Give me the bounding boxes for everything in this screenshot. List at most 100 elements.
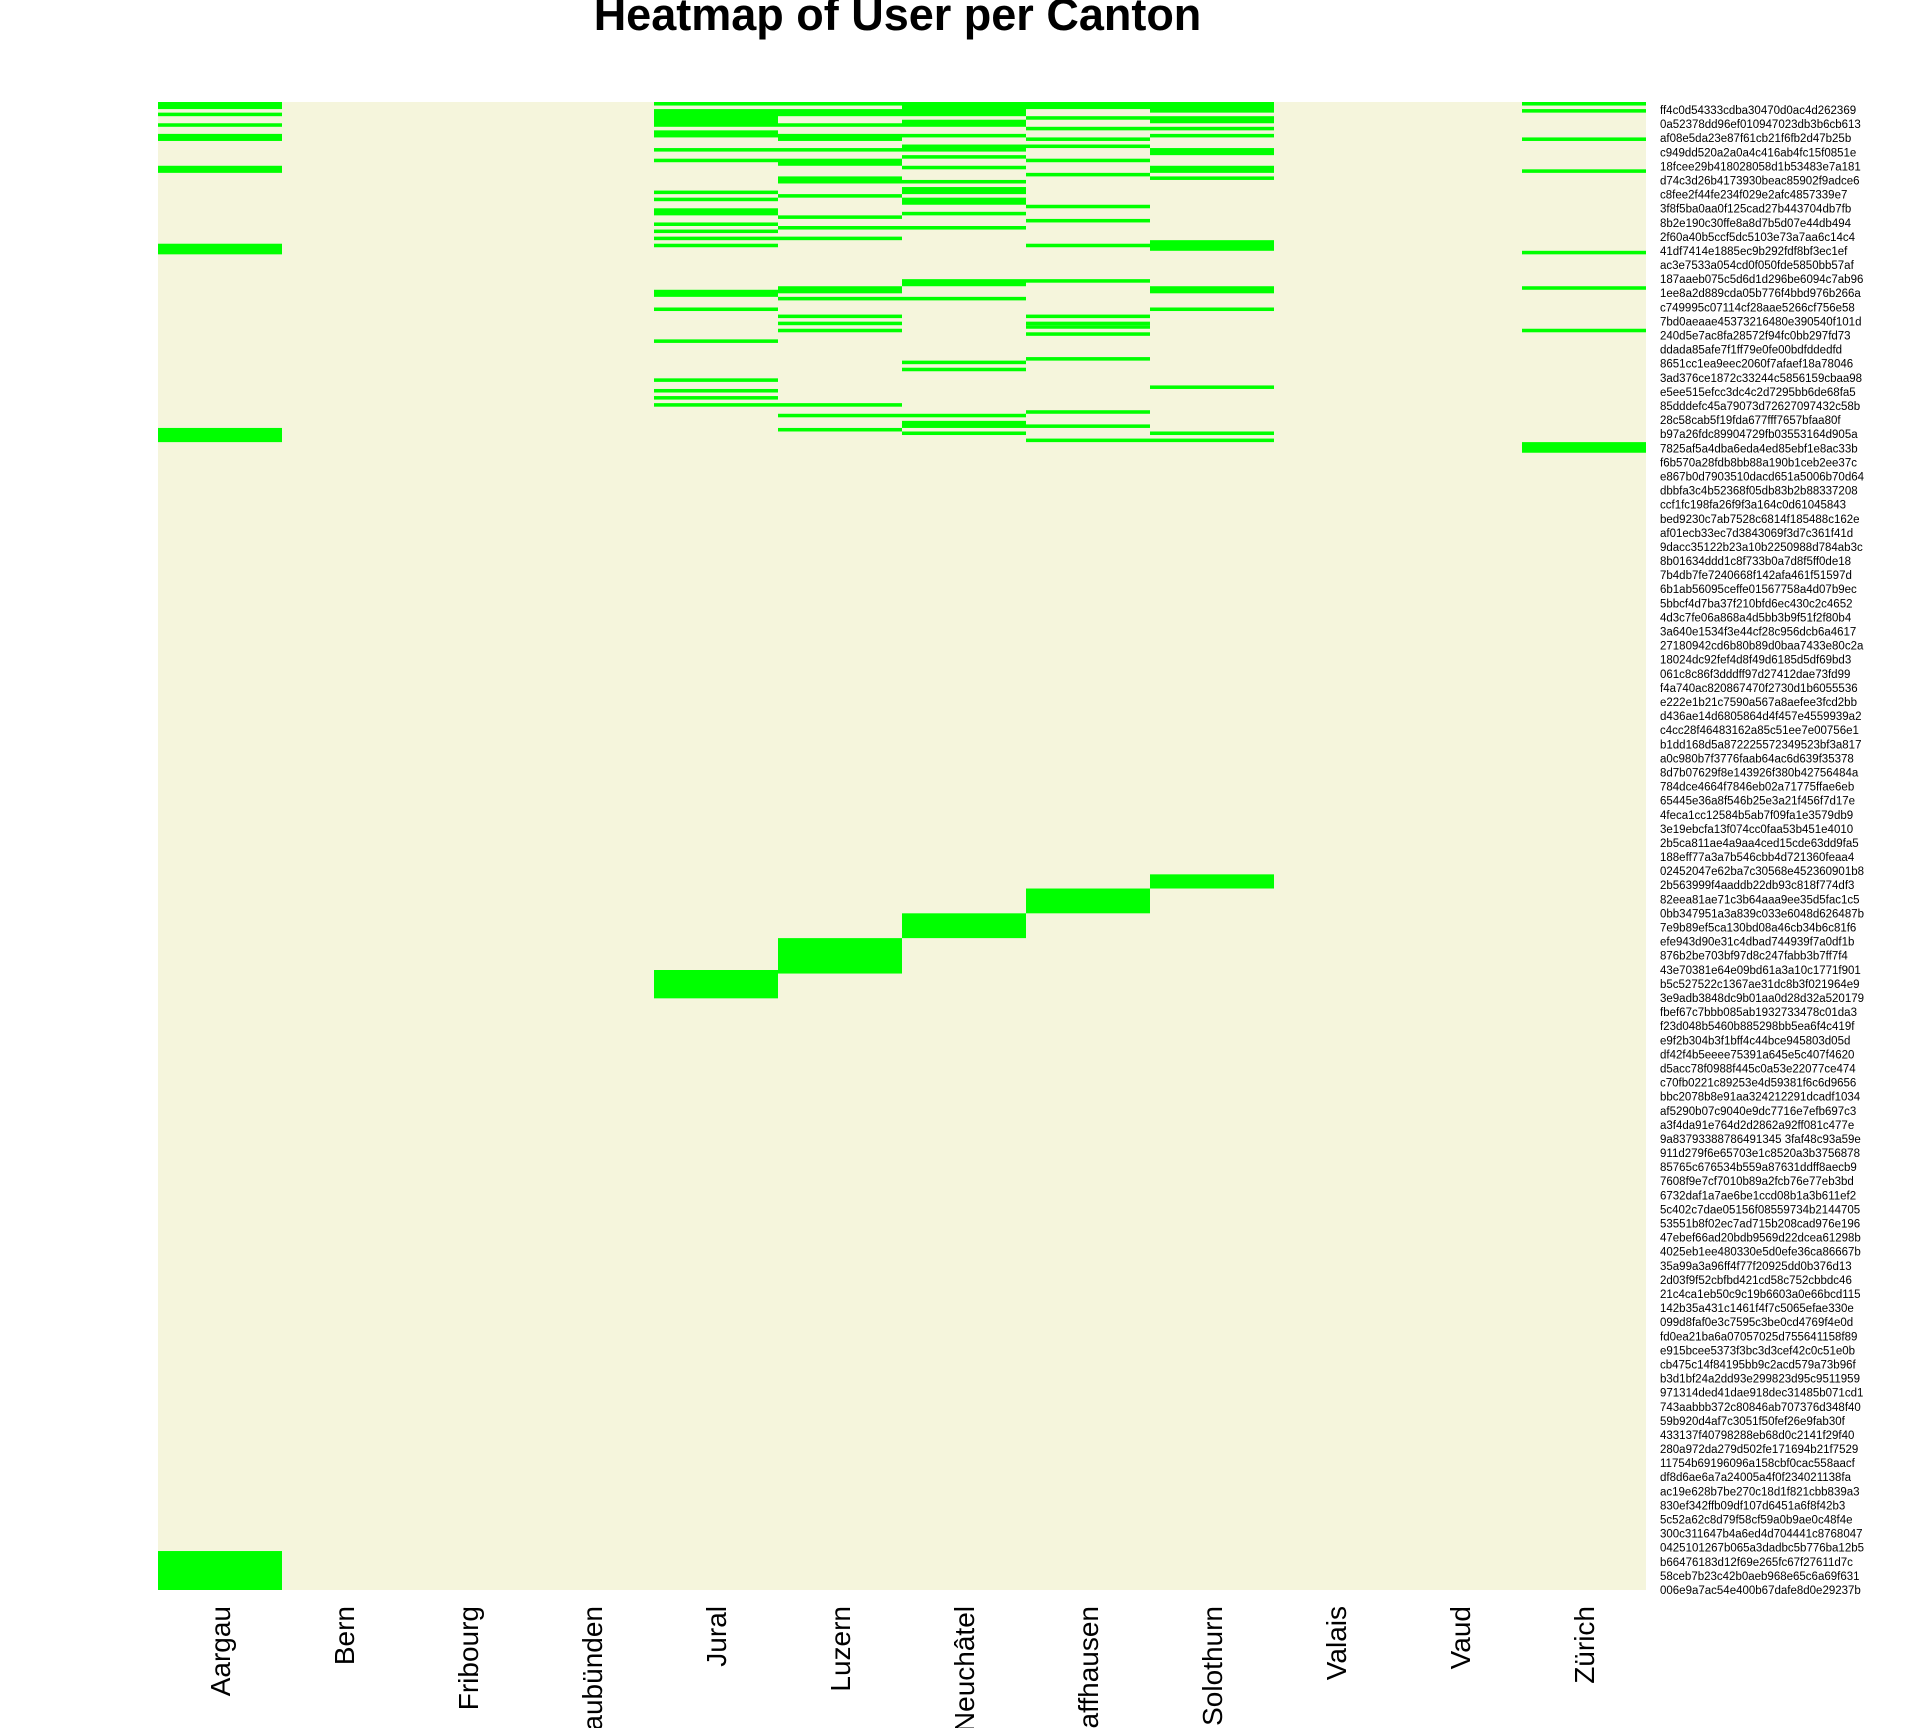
y-axis-label: c70fb0221c89253e4d59381f6c6d9656: [1660, 1078, 1856, 1090]
heatmap-cell: [778, 286, 902, 294]
heatmap-cell: [158, 102, 282, 110]
heatmap-cell: [778, 133, 902, 141]
heatmap-cell: [1026, 158, 1150, 163]
y-axis-label: 35a99a3a96ff4f77f20925dd0b376d13: [1660, 1261, 1852, 1273]
y-axis-label: e867b0d7903510dacd651a5006b70d64: [1660, 471, 1865, 483]
y-axis-label: 8b01634ddd1c8f733b0a7d8f5ff0de18: [1660, 556, 1851, 568]
y-axis-label: e222e1b21c7590a567a8aefee3fcd2bb: [1660, 697, 1857, 709]
heatmap-cell: [1026, 102, 1150, 110]
x-axis-label: Zürich: [1569, 1606, 1600, 1684]
y-axis-label: cb475c14f84195bb9c2acd579a73b96f: [1660, 1359, 1856, 1371]
heatmap-cell: [654, 236, 778, 241]
heatmap-cell: [654, 243, 778, 248]
heatmap-cell: [902, 133, 1026, 138]
y-axis-label: 1ee8a2d889cda05b776f4bbd976b266a: [1660, 288, 1861, 300]
y-axis-label: 3e9adb3848dc9b01aa0d28d32a520179: [1660, 993, 1864, 1005]
heatmap-cell: [654, 289, 778, 297]
heatmap-cell: [902, 226, 1026, 230]
y-axis-label: 43e70381e64e09bd61a3a10c1771f901: [1660, 965, 1861, 977]
y-axis-label: 82eea81ae71c3b64aaa9ee35d5fac1c5: [1660, 894, 1860, 906]
y-axis-label: 8651cc1ea9eec2060f7afaef18a78046: [1660, 359, 1853, 371]
x-axis-label: Schaffhausen: [1073, 1606, 1104, 1728]
heatmap-cell: [1026, 325, 1150, 329]
y-axis-label: 240d5e7ac8fa28572f94fc0bb297fd73: [1660, 331, 1851, 343]
heatmap-cell: [1522, 102, 1646, 106]
y-axis-label: ac3e7533a054cd0f050fde5850bb57af: [1660, 260, 1855, 272]
y-axis-label: b97a26fdc89904729fb03553164d905a: [1660, 429, 1858, 441]
y-axis-label: 142b35a431c1461f4f7c5065efae330e: [1660, 1303, 1854, 1315]
heatmap-cell: [1026, 279, 1150, 283]
heatmap-cell: [902, 420, 1026, 428]
heatmap-cell: [1026, 172, 1150, 177]
y-axis-label: 4025eb1ee480330e5d0efe36ca86667b: [1660, 1247, 1861, 1259]
heatmap-cell: [902, 155, 1026, 159]
y-axis-label: 0bb347951a3a839c033e6048d626487b: [1660, 908, 1864, 920]
heatmap-background: [158, 102, 1646, 1590]
heatmap-cell: [1150, 126, 1274, 131]
y-axis-label: 85dddefc45a79073d72627097432c58b: [1660, 401, 1860, 413]
y-axis-label: d5acc78f0988f445c0a53e22077ce474: [1660, 1063, 1856, 1075]
y-axis-label: b1dd168d5a872225572349523bf3a817: [1660, 739, 1861, 751]
y-axis-label: f23d048b5460b885298bb5ea6f4c419f: [1660, 1021, 1855, 1033]
y-axis-label: ff4c0d54333cdba30470d0ac4d262369: [1660, 105, 1856, 117]
y-axis-label: 5bbcf4d7ba37f210bfd6ec430c2c4652: [1660, 598, 1852, 610]
heatmap-cell: [1026, 144, 1150, 149]
y-axis-label: 099d8faf0e3c7595c3be0cd4769f4e0d: [1660, 1317, 1853, 1329]
heatmap-cell: [654, 396, 778, 400]
heatmap-cell: [1026, 332, 1150, 336]
y-axis-label: dbbfa3c4b52368f05db83b2b88337208: [1660, 486, 1858, 498]
heatmap-cell: [654, 229, 778, 234]
y-axis-label: c4cc28f46483162a85c51ee7e00756e1: [1660, 725, 1859, 737]
y-axis-label: c949dd520a2a0a4c416ab4fc15f0851e: [1660, 147, 1856, 159]
heatmap-cell: [1150, 176, 1274, 180]
heatmap-cell: [778, 176, 902, 184]
y-axis-label: 21c4ca1eb50c9c19b6603a0e66bcd115: [1660, 1289, 1861, 1301]
y-axis-label: c8fee2f44fe234f029e2afc4857339e7: [1660, 190, 1847, 202]
y-axis-label: 3f8f5ba0aa0f125cad27b443704db7fb: [1660, 204, 1851, 216]
heatmap-cell: [1522, 137, 1646, 141]
y-axis-label: fd0ea21ba6a07057025d755641158f89: [1660, 1331, 1857, 1343]
y-axis-label: 18fcee29b418028058d1b53483e7a181: [1660, 161, 1861, 173]
heatmap-cell: [902, 360, 1026, 365]
heatmap-cell: [1026, 424, 1150, 428]
x-axis-label: Luzern: [825, 1606, 856, 1692]
y-axis-label: 59b920d4af7c3051f50fef26e9fab30f: [1660, 1416, 1846, 1428]
y-axis-label: 188eff77a3a7b546cbb4d721360feaa4: [1660, 852, 1855, 864]
heatmap-cell: [1522, 286, 1646, 290]
y-axis-label: 47ebef66ad20bdb9569d22dcea61298b: [1660, 1233, 1861, 1245]
heatmap-cell: [778, 102, 902, 106]
heatmap-cell: [1150, 874, 1274, 889]
y-axis-label: 830ef342ffb09df107d6451a6f8f42b3: [1660, 1500, 1845, 1512]
heatmap-cell: [1026, 888, 1150, 914]
heatmap-cell: [1150, 438, 1274, 443]
y-axis-label: 7608f9e7cf7010b89a2fcb76e77eb3bd: [1660, 1176, 1854, 1188]
heatmap-cell: [1026, 126, 1150, 131]
y-axis-label: 187aaeb075c5d6d1d296be6094c7ab96: [1660, 274, 1863, 286]
y-axis-label: 4d3c7fe06a868a4d5bb3b9f51f2f80b4: [1660, 612, 1852, 624]
heatmap-cell: [778, 427, 902, 432]
heatmap-cell: [902, 431, 1026, 436]
y-axis-label: e9f2b304b3f1bff4c44bce945803d05d: [1660, 1035, 1850, 1047]
heatmap-cell: [654, 339, 778, 343]
heatmap-cell: [1026, 218, 1150, 223]
x-axis-label: Solothurn: [1197, 1606, 1228, 1726]
y-axis-labels: ff4c0d54333cdba30470d0ac4d262369 0a52378d…: [1660, 105, 1865, 1597]
y-axis-label: 65445e36a8f546b25e3a21f456f7d17e: [1660, 796, 1855, 808]
y-axis-label: df42f4b5eeee75391a645e5c407f4620: [1660, 1049, 1854, 1061]
y-axis-label: a3f4da91e764d2d2862a92ff081c477e: [1660, 1120, 1854, 1132]
chart-title: Heatmap of User per Canton: [593, 0, 1202, 40]
heatmap-cell: [654, 378, 778, 382]
y-axis-label: 41df7414e1885ec9b292fdf8bf3ec1ef: [1660, 246, 1848, 258]
heatmap-cell: [902, 211, 1026, 216]
heatmap-cell: [158, 1551, 282, 1590]
heatmap-cell: [778, 236, 902, 241]
y-axis-label: 9a83793388786491345 3faf48c93a59e: [1660, 1134, 1861, 1146]
x-axis-label: Bern: [329, 1606, 360, 1665]
heatmap-cell: [902, 197, 1026, 205]
heatmap-cell: [1150, 116, 1274, 124]
heatmap-cell: [158, 427, 282, 443]
heatmap-cell: [778, 109, 902, 117]
y-axis-label: 2d03f9f52cbfbd421cd58c752cbbdc46: [1660, 1275, 1852, 1287]
y-axis-label: 876b2be703bf97d8c247fabb3b7ff7f4: [1660, 951, 1848, 963]
